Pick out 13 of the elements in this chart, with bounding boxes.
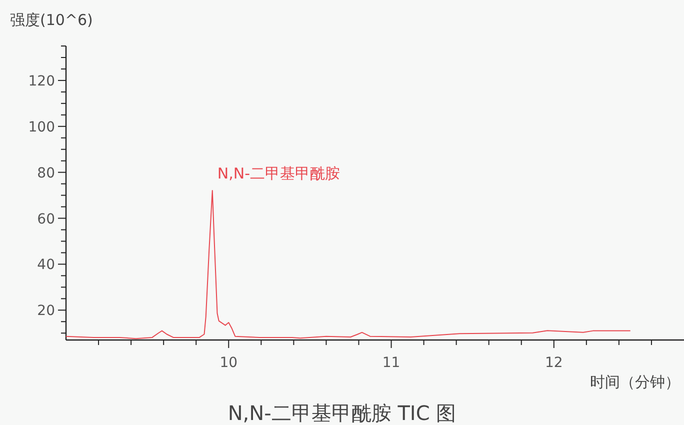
y-tick-label: 20 [37,303,55,320]
annotation: N,N-二甲基甲酰胺 [217,164,340,182]
y-tick-label: 40 [37,257,55,274]
x-tick-label: 11 [382,355,400,371]
y-tick-label: 60 [37,211,55,228]
x-tick-label: 12 [544,355,563,371]
text: N,N-二甲基甲酰胺 TIC 图 [228,401,456,425]
x-axis-title: 时间（分钟） [590,373,680,391]
y-tick-label: 120 [28,73,55,90]
x-tick-label: 10 [220,355,238,371]
y-tick-label: 100 [28,119,55,136]
y-axis-title: 强度(10^6) [10,11,93,29]
y-tick-label: 80 [37,165,55,182]
